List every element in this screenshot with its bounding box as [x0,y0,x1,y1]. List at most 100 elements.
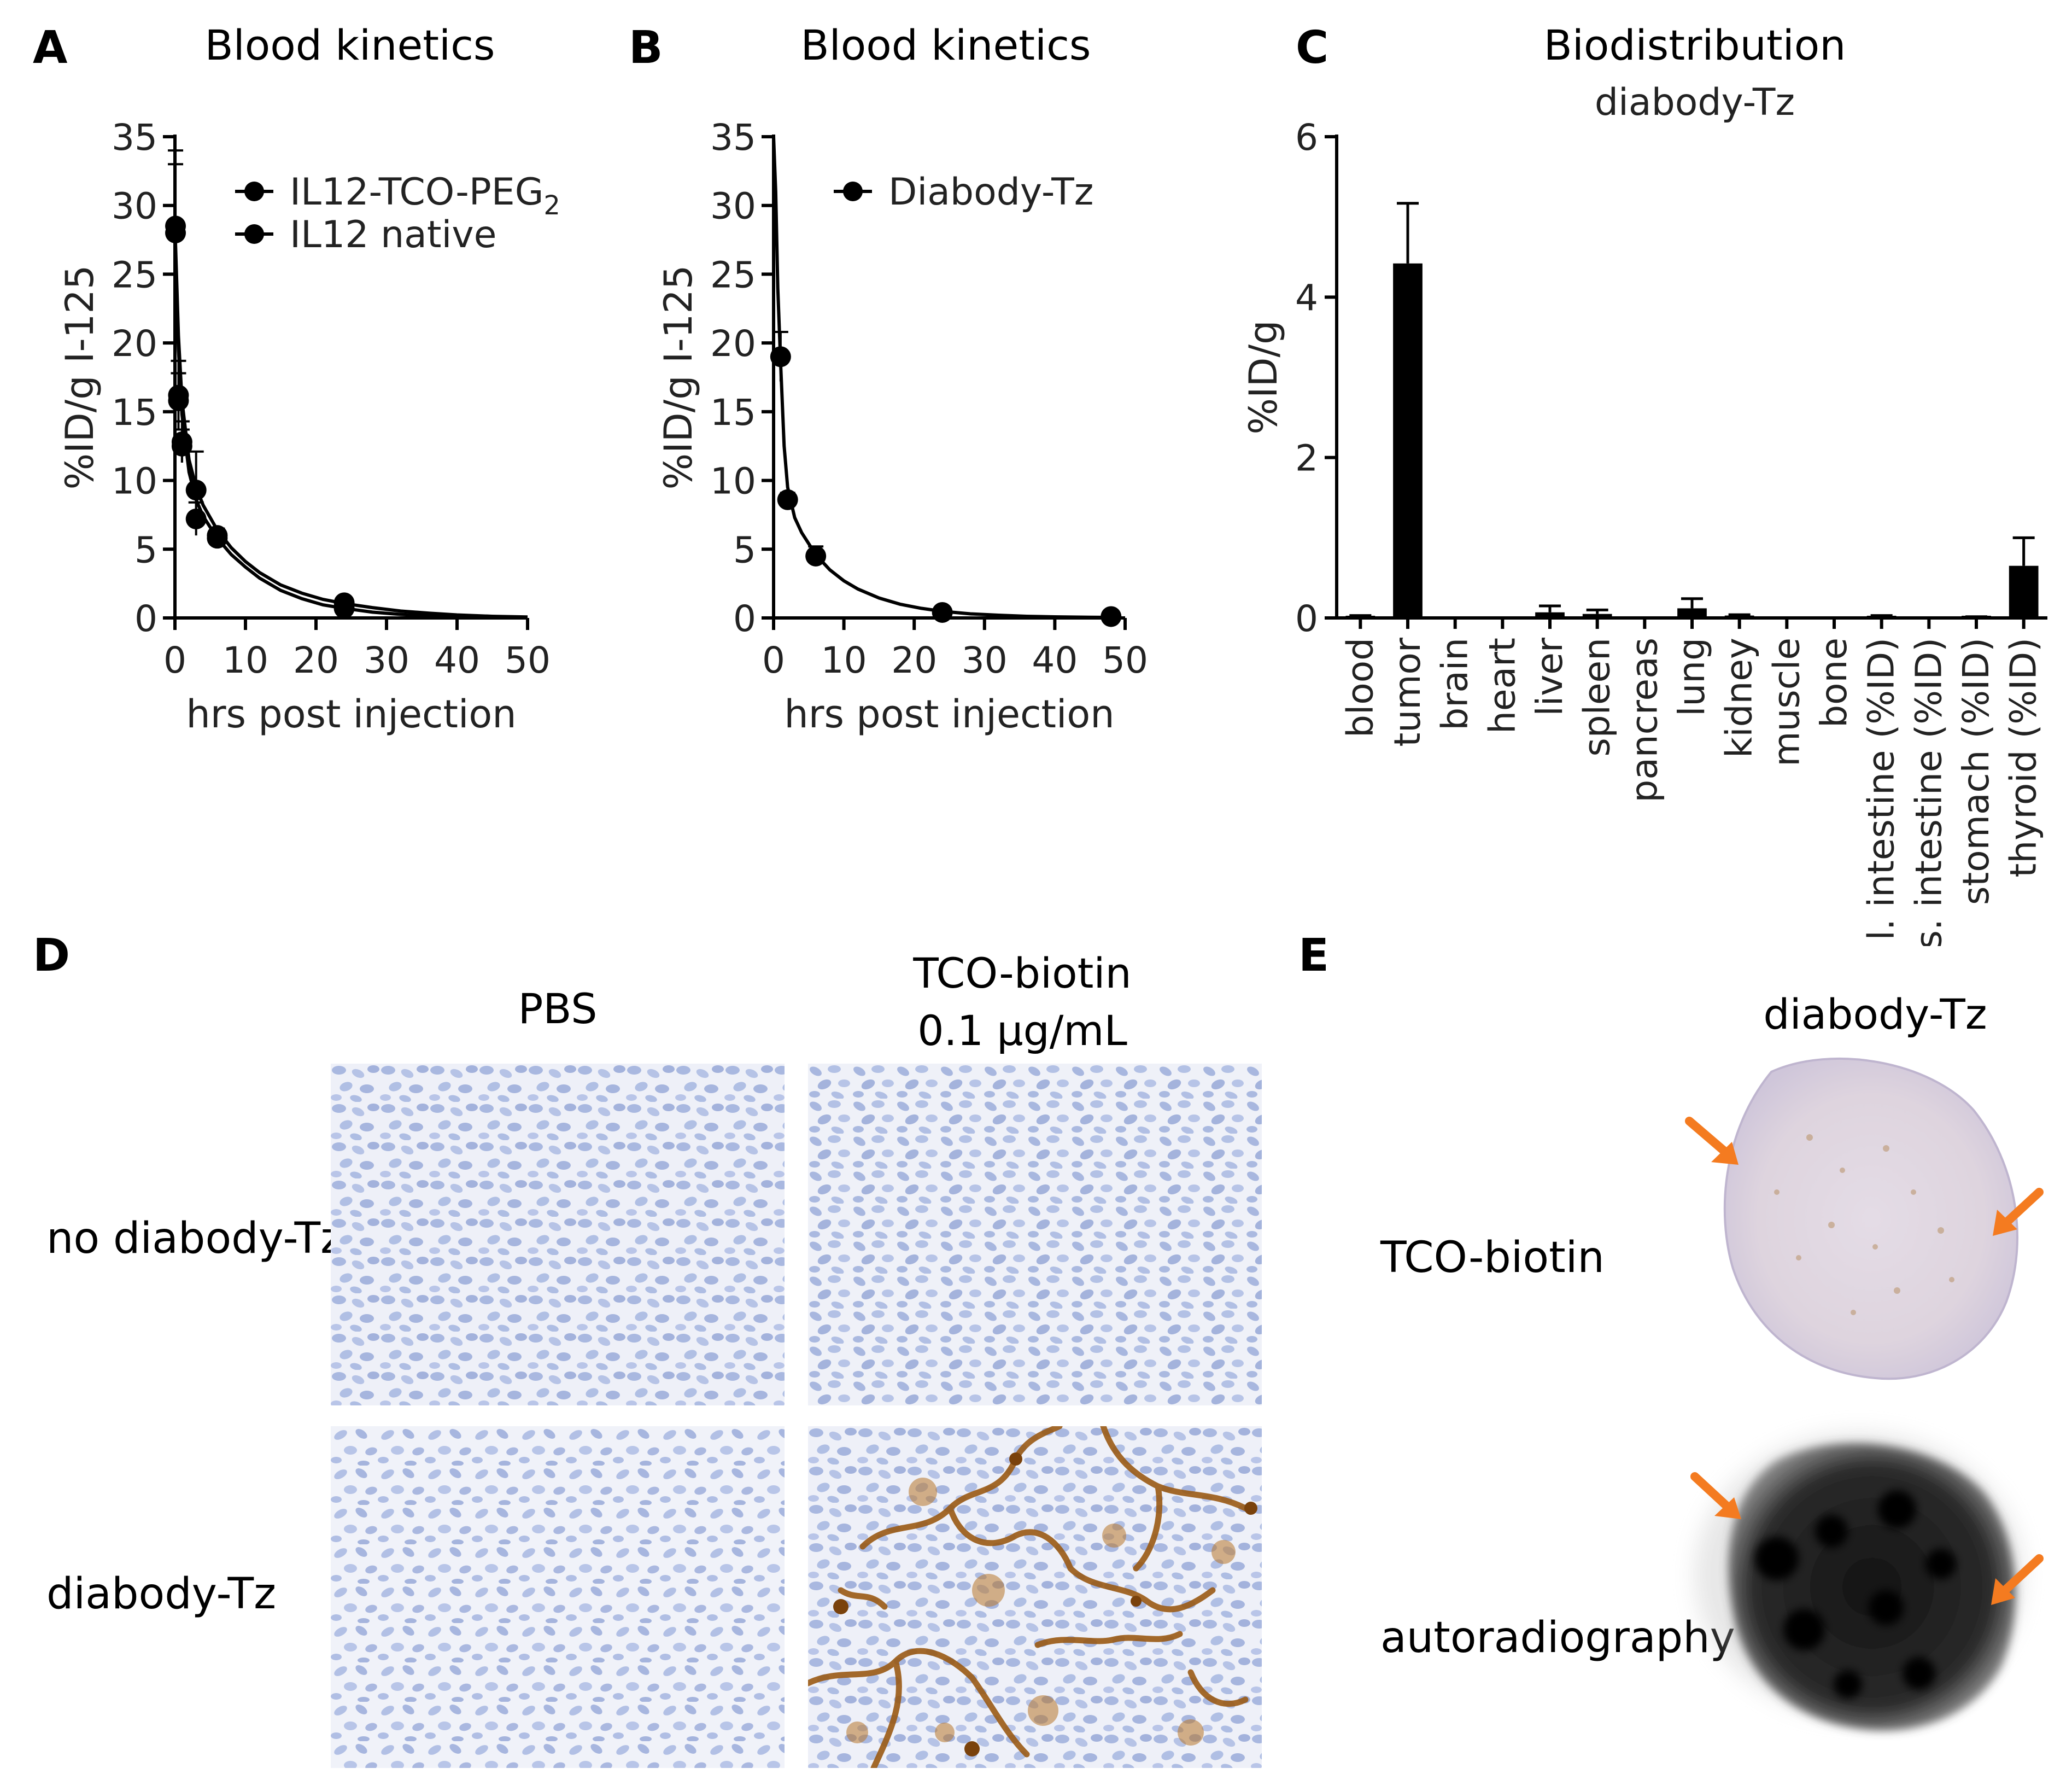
x-tick-label: heart [1481,638,1523,734]
arrow-icon [1991,1554,2044,1605]
bar-tumor [1393,202,1423,618]
bar-liver [1535,604,1565,618]
data-point [165,163,186,302]
panel-d-col-label-tco-biotin: TCO-biotin [913,949,1132,997]
y-tick-label: 20 [112,323,157,365]
panel-a-letter: A [33,22,68,74]
panel-e-row-label-tco-biotin: TCO-biotin [1380,1233,1605,1282]
marker [770,346,791,367]
fit-curve [173,226,528,619]
x-tick-label: 20 [891,639,937,681]
bar-thyroid-id [2009,536,2039,618]
data-point [777,489,798,510]
y-tick-label: 25 [112,254,157,296]
bar [1535,612,1565,618]
y-axis-label: %ID/g I-125 [656,265,701,490]
x-axis-label: hrs post injection [186,692,516,737]
x-tick-label: 10 [821,639,867,681]
panel-e-col-label: diabody-Tz [1763,990,1987,1038]
x-tick-label: 10 [223,639,268,681]
marker [805,545,827,567]
bar [1677,608,1707,618]
legend-marker [244,224,264,244]
y-tick-label: 30 [112,185,157,227]
marker [777,489,798,510]
legend-entry: IL12 native [235,213,496,256]
panel-d-row-label-no-diabody: no diabody-Tz [46,1214,343,1263]
data-point [805,545,827,567]
panel-c-letter: C [1296,22,1329,74]
bar [1393,263,1423,618]
micrograph-tco-no-diabody [808,1064,1262,1405]
marker [932,602,953,623]
legend-label: IL12-TCO-PEG2 [290,171,560,221]
marker [1101,606,1122,627]
bar-lung [1677,597,1707,618]
autoradiography-image [1690,1433,2044,1731]
x-tick-label: 30 [962,639,1008,681]
y-tick-label: 15 [710,392,756,434]
x-tick-label: 0 [163,639,186,681]
bar-stomach-id [1962,615,1991,618]
legend-entry: Diabody-Tz [834,171,1093,214]
x-tick-label: pancreas [1623,638,1665,803]
y-axis-label: %ID/g [1241,320,1286,434]
x-tick-label: brain [1434,638,1476,731]
y-axis-label: %ID/g I-125 [57,265,102,490]
y-tick-label: 0 [134,598,157,640]
bar-spleen [1582,608,1612,618]
y-tick-label: 6 [1295,116,1318,159]
bar [2009,565,2039,618]
bar-l-intestine-id [1866,614,1897,618]
data-point [1101,606,1122,627]
data-point [932,602,953,623]
y-tick-label: 30 [710,185,756,227]
fit-curve [772,136,1111,619]
panel-d-letter: D [33,930,71,982]
data-point [185,501,207,536]
chart-a-blood-kinetics: 0 5 10 15 20 25 30 35 0 10 20 30 40 50 hrs post inject… [57,116,560,737]
y-tick-label: 25 [710,254,756,296]
data-point [770,331,791,382]
x-tick-label: tumor [1386,637,1429,746]
data-point [207,528,228,549]
x-tick-label: 0 [762,639,785,681]
marker [171,435,192,457]
x-tick-label: bone [1813,638,1855,728]
bar [1582,614,1612,618]
marker [185,508,207,529]
arrow-icon [1993,1188,2044,1236]
panel-a-title: Blood kinetics [204,21,495,69]
x-tick-label: muscle [1765,638,1807,767]
marker [333,598,355,619]
panel-e-row-label-autoradiography: autoradiography [1380,1613,1735,1662]
y-tick-label: 5 [733,529,756,571]
x-tick-label: lung [1671,638,1713,716]
data-point [171,428,192,463]
marker [165,223,186,243]
panel-c-title: Biodistribution [1543,21,1846,69]
y-tick-label: 20 [710,323,756,365]
x-tick-label: s. intestine (%ID) [1907,638,1950,946]
micrograph-pbs-no-diabody [331,1064,785,1405]
legend-label: IL12 native [290,213,496,256]
bar-blood [1345,614,1376,618]
y-tick-label: 0 [1295,598,1318,640]
x-axis-label: hrs post injection [784,692,1114,737]
panel-e-letter: E [1298,930,1330,982]
panel-b-title: Blood kinetics [800,21,1091,69]
arrow-icon [1690,1472,1741,1519]
x-tick-label: spleen [1576,638,1618,757]
fit-curve [173,232,528,620]
micrograph-pbs-diabody [331,1426,785,1768]
marker [207,528,228,549]
data-point [333,598,355,619]
x-tick-label: 40 [434,639,480,681]
panel-b-letter: B [629,22,663,74]
y-tick-label: 10 [112,460,157,503]
legend-entry: IL12-TCO-PEG2 [235,171,560,221]
y-tick-label: 35 [112,116,157,159]
data-point [168,372,189,429]
x-tick-label: liver [1529,637,1571,716]
y-tick-label: 35 [710,116,756,159]
